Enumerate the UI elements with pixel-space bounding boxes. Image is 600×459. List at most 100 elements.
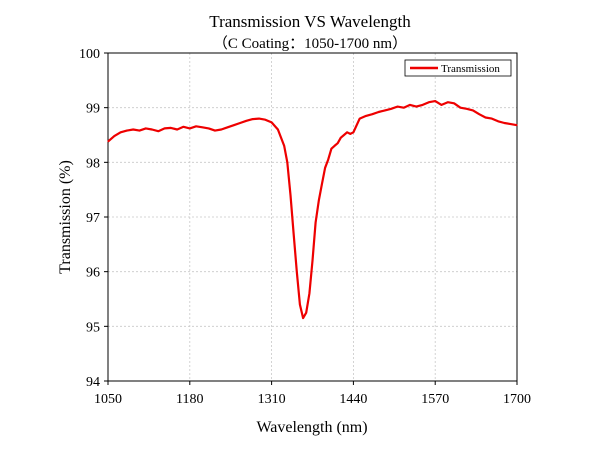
data-point	[415, 105, 417, 108]
data-point	[359, 118, 361, 120]
x-tick-label: 1700	[503, 392, 531, 407]
gridlines	[108, 53, 517, 381]
data-point	[302, 317, 304, 319]
data-point	[182, 126, 185, 128]
data-point	[447, 101, 449, 103]
data-point	[296, 271, 298, 273]
data-point	[226, 126, 229, 128]
data-point	[384, 109, 386, 111]
data-point	[337, 142, 339, 144]
data-point	[371, 113, 373, 115]
data-point	[422, 104, 424, 106]
data-point	[340, 137, 342, 139]
data-point	[132, 128, 134, 131]
data-point	[164, 127, 166, 130]
data-point	[151, 128, 153, 131]
x-tick-label: 1570	[421, 392, 449, 407]
data-point	[428, 101, 430, 103]
series-points	[107, 100, 518, 319]
data-point	[252, 118, 254, 120]
data-point	[239, 122, 241, 124]
data-point	[277, 128, 279, 131]
data-point	[440, 104, 443, 106]
axis-ticks: 1050 1180 1310 1440 1570 1700 94 95 96 97 98 99 100	[79, 47, 531, 407]
data-point	[245, 120, 248, 122]
data-point	[305, 312, 307, 314]
data-point	[472, 109, 474, 111]
y-tick-label: 94	[86, 375, 100, 390]
data-point	[283, 145, 285, 147]
x-tick-label: 1310	[258, 392, 286, 407]
data-point	[327, 159, 329, 161]
data-point	[308, 292, 310, 295]
y-tick-label: 98	[86, 156, 100, 171]
data-point	[145, 127, 147, 130]
legend-box	[404, 59, 512, 77]
data-point	[289, 194, 292, 196]
data-point	[497, 120, 499, 122]
data-point	[343, 134, 345, 136]
x-tick-label: 1440	[339, 392, 367, 407]
data-point	[365, 115, 367, 117]
data-point	[113, 135, 115, 137]
data-point	[315, 221, 317, 224]
data-point	[466, 108, 468, 110]
data-point	[138, 130, 141, 132]
data-point	[170, 127, 172, 129]
data-point	[478, 113, 480, 115]
data-point	[453, 102, 455, 104]
data-point	[286, 161, 288, 163]
data-point	[258, 118, 260, 120]
data-point	[318, 200, 320, 202]
data-point	[324, 167, 326, 169]
data-point	[157, 130, 159, 132]
data-point	[321, 183, 323, 185]
data-point	[271, 121, 273, 124]
data-point	[333, 145, 336, 147]
data-point	[403, 107, 405, 109]
y-tick-label: 95	[86, 320, 100, 335]
data-point	[201, 126, 203, 128]
x-axis-label: Wavelength (nm)	[256, 419, 367, 436]
x-tick-label: 1050	[94, 392, 122, 407]
chart-subtitle: （C Coating：1050-1700 nm）	[213, 35, 407, 52]
legend: Transmission	[404, 59, 512, 77]
data-point	[409, 104, 411, 106]
data-point	[396, 105, 399, 108]
data-point	[516, 124, 518, 126]
y-tick-label: 96	[86, 266, 100, 281]
data-point	[352, 131, 354, 133]
y-tick-label: 100	[79, 47, 100, 62]
x-tick-label: 1180	[176, 392, 203, 407]
y-tick-label: 99	[86, 102, 100, 117]
y-tick-label: 97	[86, 211, 100, 226]
data-point	[264, 119, 266, 121]
transmission-series-line	[107, 99, 518, 320]
data-point	[491, 118, 493, 120]
data-point	[214, 130, 216, 132]
data-point	[293, 232, 295, 234]
data-point	[176, 128, 178, 131]
data-point	[189, 127, 191, 130]
chart-title: Transmission VS Wavelength	[209, 12, 411, 31]
data-point	[330, 148, 332, 150]
data-point	[126, 130, 128, 132]
data-point	[434, 100, 436, 102]
data-point	[377, 111, 380, 113]
data-point	[390, 108, 392, 110]
data-point	[233, 124, 235, 126]
data-point	[510, 123, 512, 125]
data-point	[459, 107, 461, 109]
data-point	[346, 131, 348, 133]
data-point	[195, 125, 197, 127]
data-point	[299, 303, 301, 306]
data-point	[119, 131, 122, 133]
y-axis-label: Transmission (%)	[57, 160, 74, 274]
legend-label: Transmission	[441, 63, 500, 75]
data-point	[208, 127, 210, 130]
data-point	[311, 260, 314, 262]
data-point	[220, 128, 222, 131]
data-point	[349, 133, 351, 135]
data-point	[503, 122, 506, 124]
